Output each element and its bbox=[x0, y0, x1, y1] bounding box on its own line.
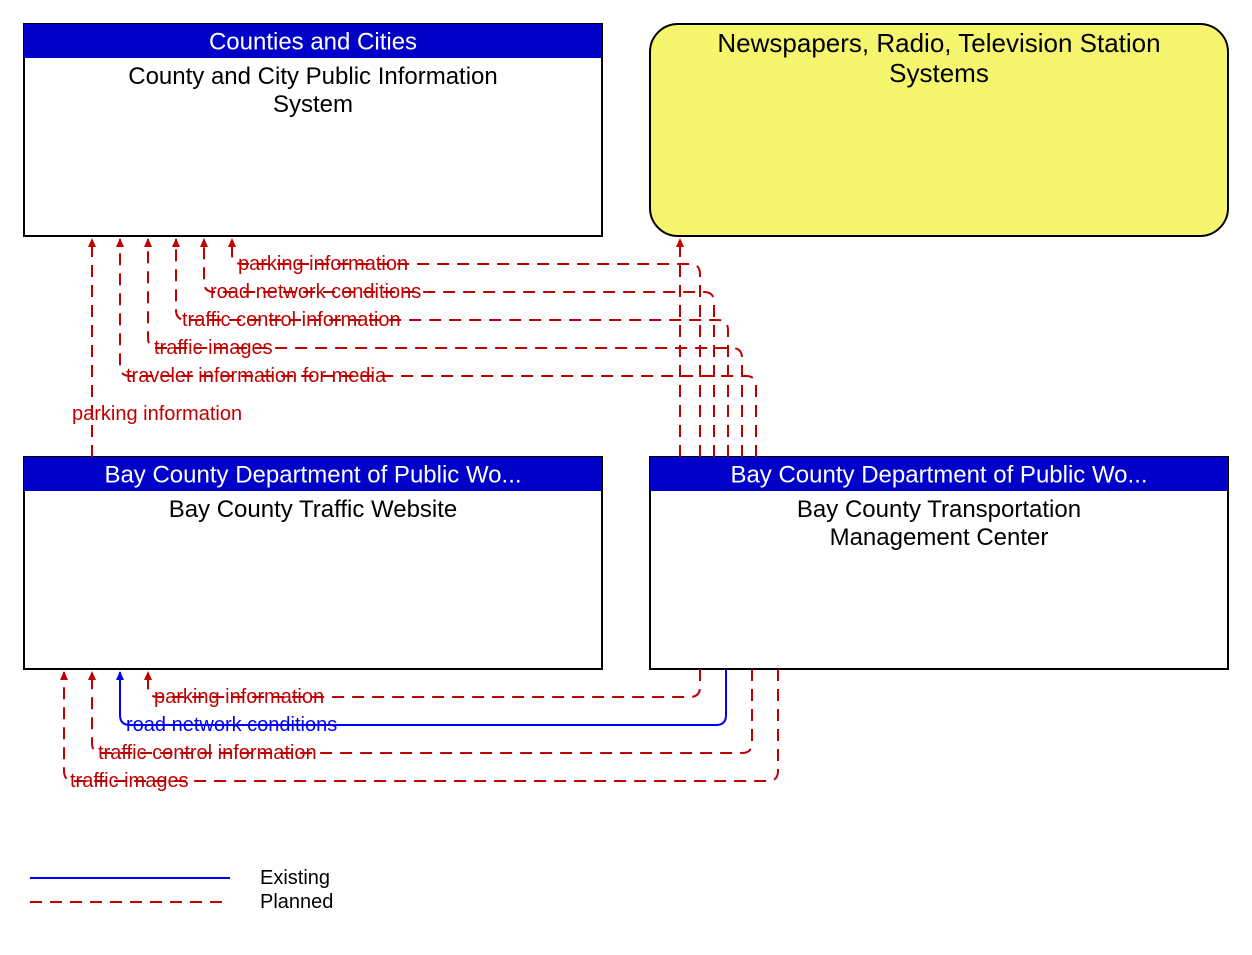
node-tmc: Bay County Department of Public Wo... Ba… bbox=[650, 457, 1228, 669]
legend-planned: Planned bbox=[260, 891, 333, 913]
edge-label-top-1: road network conditions bbox=[210, 281, 421, 303]
node-county-city-line2: System bbox=[273, 91, 353, 118]
node-traffic-website-header: Bay County Department of Public Wo... bbox=[104, 461, 521, 488]
node-media-line2: Systems bbox=[889, 58, 989, 88]
legend: Existing Planned bbox=[30, 867, 333, 913]
edge-tmc-to-website-2 bbox=[92, 669, 752, 753]
edge-label-website-parking: parking information bbox=[72, 403, 242, 425]
legend-existing: Existing bbox=[260, 867, 330, 889]
edge-label-top-3: traffic images bbox=[154, 337, 273, 359]
node-county-city-header: Counties and Cities bbox=[209, 28, 417, 55]
node-county-city-line1: County and City Public Information bbox=[128, 63, 498, 90]
edge-label-bottom-0: parking information bbox=[154, 686, 324, 708]
node-county-city-info: Counties and Cities County and City Publ… bbox=[24, 24, 602, 236]
edge-label-top-0: parking information bbox=[238, 253, 408, 275]
node-tmc-line2: Management Center bbox=[830, 524, 1049, 551]
node-media-systems: Newspapers, Radio, Television Station Sy… bbox=[650, 24, 1228, 236]
node-traffic-website-line1: Bay County Traffic Website bbox=[169, 496, 458, 523]
edge-label-top-4: traveler information for media bbox=[126, 365, 387, 387]
node-tmc-header: Bay County Department of Public Wo... bbox=[730, 461, 1147, 488]
node-tmc-line1: Bay County Transportation bbox=[797, 496, 1081, 523]
edge-label-bottom-3: traffic images bbox=[70, 770, 189, 792]
edge-label-bottom-1: road network conditions bbox=[126, 714, 337, 736]
node-media-line1: Newspapers, Radio, Television Station bbox=[717, 28, 1160, 58]
node-traffic-website: Bay County Department of Public Wo... Ba… bbox=[24, 457, 602, 669]
edge-label-bottom-2: traffic control information bbox=[98, 742, 317, 764]
edge-label-top-2: traffic control information bbox=[182, 309, 401, 331]
